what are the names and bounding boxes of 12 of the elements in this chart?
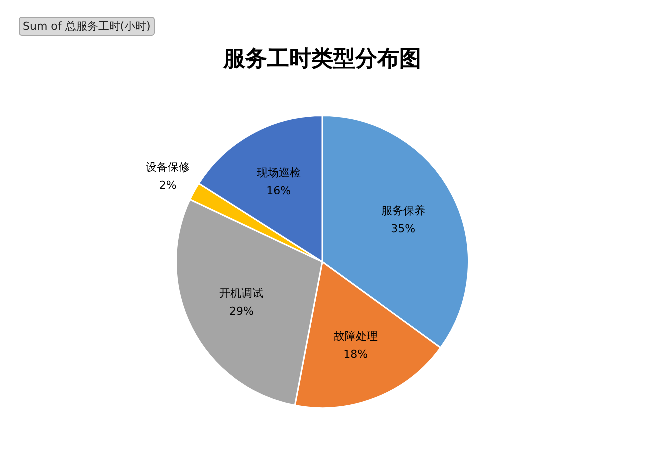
slice-label: 设备保修 xyxy=(146,160,190,174)
slice-label: 开机调试 xyxy=(220,287,264,300)
slice-label: 现场巡检 xyxy=(256,166,301,180)
data-label: 35% xyxy=(391,222,416,236)
text: Sum of 总服务工时(小时) xyxy=(19,17,155,36)
chart-title: 服务工时类型分布图 xyxy=(222,45,422,74)
data-label: 16% xyxy=(266,184,292,198)
data-label: 29% xyxy=(229,305,254,318)
slice-label: 故障处理 xyxy=(334,330,378,344)
slice-label: 服务保养 xyxy=(381,204,426,218)
data-label: 18% xyxy=(344,348,368,362)
data-label: 2% xyxy=(159,178,177,192)
